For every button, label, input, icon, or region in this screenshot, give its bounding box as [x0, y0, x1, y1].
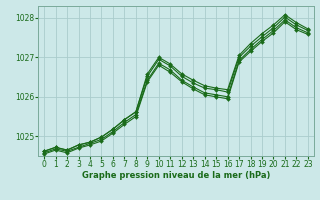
X-axis label: Graphe pression niveau de la mer (hPa): Graphe pression niveau de la mer (hPa)	[82, 171, 270, 180]
